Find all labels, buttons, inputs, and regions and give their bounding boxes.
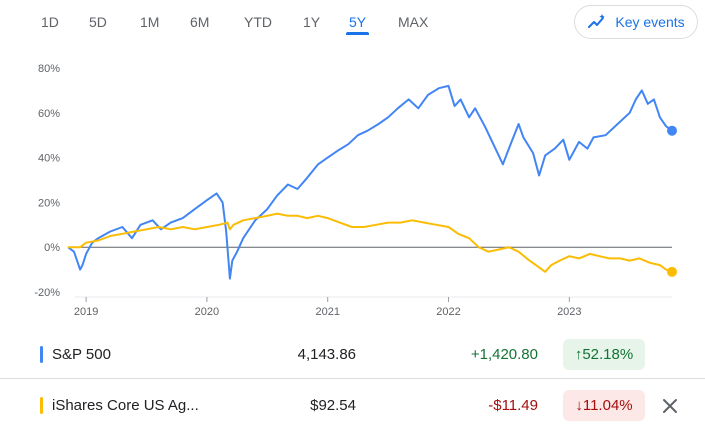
y-tick-label: 20% [38,197,60,209]
compare-row-ishares[interactable]: iShares Core US Ag... $92.54 -$11.49 ↓ 11… [0,384,705,428]
series-color-swatch [40,397,43,414]
range-tab-1y[interactable]: 1Y [303,14,321,30]
row-price: 4,143.86 [297,346,356,363]
range-tab-ytd[interactable]: YTD [244,14,272,30]
range-tabs: 1D 5D 1M 6M YTD 1Y 5Y MAX [0,0,560,40]
x-tick-label: 2021 [315,306,339,318]
row-percent: 52.18% [582,346,634,363]
row-name: S&P 500 [52,346,111,363]
row-change: +1,420.80 [470,346,538,363]
range-tab-1m[interactable]: 1M [140,14,160,30]
row-name: iShares Core US Ag... [52,397,199,414]
y-tick-label: 60% [38,108,60,120]
series-end-marker-1 [667,125,677,136]
range-tab-6m[interactable]: 6M [190,14,210,30]
key-events-button[interactable]: Key events [574,5,698,39]
y-tick-label: 40% [38,153,60,165]
y-tick-label: 80% [38,63,60,75]
close-icon [663,399,677,413]
x-tick-label: 2023 [557,306,581,318]
range-tab-5d[interactable]: 5D [89,14,107,30]
row-percent-badge: ↓ 11.04% [563,390,645,421]
range-tab-1d[interactable]: 1D [41,14,59,30]
row-divider [0,378,705,379]
comparison-chart: 80% 60% 40% 20% 0% -20% 2019 2020 2021 2022 2023 [34,63,677,318]
range-tab-5y[interactable]: 5Y [345,13,370,35]
y-tick-label: 0% [44,242,60,254]
series-color-swatch [40,346,43,363]
compare-row-sp500[interactable]: S&P 500 4,143.86 +1,420.80 ↑ 52.18% [0,333,705,377]
row-change: -$11.49 [488,397,538,414]
series-end-marker-2 [667,266,677,277]
arrow-down-icon: ↓ [575,397,583,414]
row-percent: 11.04% [582,397,633,414]
range-tab-max[interactable]: MAX [398,14,429,30]
series-line-2 [68,212,673,273]
x-tick-label: 2020 [195,306,219,318]
arrow-up-icon: ↑ [574,346,583,363]
row-price: $92.54 [310,397,356,414]
x-tick-label: 2019 [74,306,98,318]
key-events-label: Key events [615,14,685,30]
y-tick-label: -20% [34,287,60,299]
series-line-1 [67,84,673,280]
trending-sparkle-icon [588,14,605,28]
x-tick-label: 2022 [436,306,460,318]
row-percent-badge: ↑ 52.18% [563,339,645,370]
remove-comparison-button[interactable] [656,392,684,420]
